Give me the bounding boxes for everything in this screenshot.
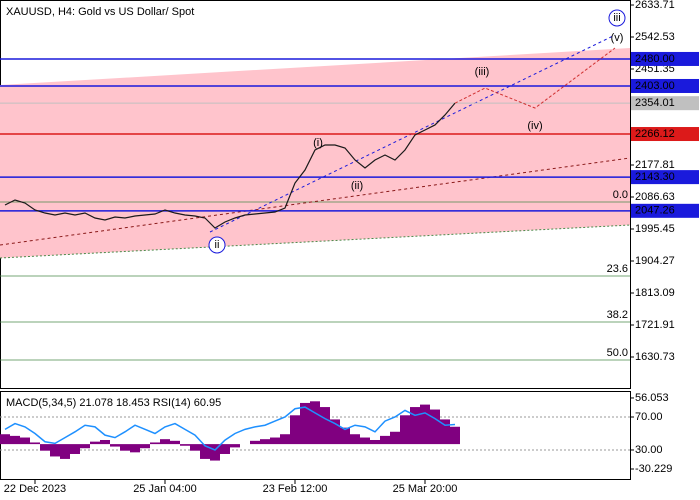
macd-bar xyxy=(410,407,420,445)
macd-bar xyxy=(280,434,290,445)
x-tick-label: 25 Mar 20:00 xyxy=(393,483,458,495)
macd-bar xyxy=(380,435,390,445)
level-label: 2403.00 xyxy=(635,80,675,92)
y-tick-label: 1995.45 xyxy=(635,223,675,235)
macd-bar xyxy=(160,439,170,445)
x-tick-label: 22 Dec 2023 xyxy=(4,483,66,495)
wave-circle xyxy=(208,236,226,254)
level-box xyxy=(631,127,699,142)
macd-bar xyxy=(40,444,50,451)
macd-bar xyxy=(220,444,230,454)
macd-bar xyxy=(360,437,370,445)
y-tick-label: 2086.63 xyxy=(635,191,675,203)
level-label: 2266.12 xyxy=(635,128,675,140)
macd-bar xyxy=(250,440,260,445)
y-tick-label: 1721.91 xyxy=(635,319,675,331)
macd-bar xyxy=(120,444,130,451)
level-label: 2480.00 xyxy=(635,53,675,65)
macd-bar xyxy=(310,401,320,445)
y-tick-label: 2633.71 xyxy=(635,0,675,11)
macd-bar xyxy=(90,441,100,445)
wave-circle xyxy=(608,9,626,27)
macd-bar xyxy=(20,437,30,445)
y-tick-label: -30.229 xyxy=(635,463,672,475)
forecast-line xyxy=(454,47,616,109)
macd-bar xyxy=(210,444,220,461)
x-tick-label: 23 Feb 12:00 xyxy=(263,483,328,495)
macd-bar xyxy=(330,419,340,445)
macd-bar xyxy=(370,439,380,445)
macd-bar xyxy=(350,434,360,445)
macd-bar xyxy=(440,419,450,445)
macd-bar xyxy=(150,442,160,445)
y2-tick-label: 70.00 xyxy=(635,411,663,423)
fib-label: 23.6 xyxy=(607,263,628,275)
macd-bar xyxy=(110,444,120,447)
macd-bar xyxy=(170,440,180,445)
macd-bar xyxy=(50,444,60,457)
fib-label: 38.2 xyxy=(607,309,628,321)
macd-bar xyxy=(140,444,150,449)
macd-bar xyxy=(180,444,190,446)
y-tick-label: 1904.27 xyxy=(635,255,675,267)
y-tick-label: 56.053 xyxy=(635,392,669,404)
fib-label: 50.0 xyxy=(607,347,628,359)
macd-bar xyxy=(30,442,40,445)
macd-bar xyxy=(200,444,210,459)
level-box xyxy=(631,203,699,218)
wave-label: iii xyxy=(613,12,620,24)
macd-bar xyxy=(320,407,330,445)
level-box xyxy=(631,51,699,66)
macd-bar xyxy=(400,415,410,445)
price-line xyxy=(4,102,456,229)
wave-label: (v) xyxy=(611,32,624,44)
channel-edge xyxy=(0,224,631,259)
sub-title: MACD(5,34,5) 21.078 18.453 RSI(14) 60.95 xyxy=(6,397,221,409)
y-tick-label: 1630.73 xyxy=(635,351,675,363)
macd-bar xyxy=(390,431,400,445)
macd-bar xyxy=(80,444,90,449)
level-box xyxy=(631,96,699,111)
macd-bar xyxy=(130,444,140,453)
wave-label: (iii) xyxy=(475,66,490,78)
fib-label: 0.0 xyxy=(613,189,628,201)
y-tick-label: 1813.09 xyxy=(635,287,675,299)
macd-bar xyxy=(420,404,430,445)
macd-bar xyxy=(430,409,440,445)
macd-bar xyxy=(450,426,460,445)
chart-title: XAUUSD, H4: Gold vs US Dollar/ Spot xyxy=(6,6,194,18)
wave-label: (i) xyxy=(313,137,323,149)
macd-bar xyxy=(70,444,80,454)
wave-label: (ii) xyxy=(351,180,363,192)
level-label: 2354.01 xyxy=(635,97,675,109)
rsi-line xyxy=(4,406,456,451)
macd-bar xyxy=(60,444,70,459)
macd-bar xyxy=(300,402,310,445)
wave-label: (iv) xyxy=(527,120,542,132)
macd-bar xyxy=(260,439,270,445)
trendline xyxy=(0,157,631,246)
x-tick-label: 25 Jan 04:00 xyxy=(133,483,197,495)
y-tick-label: 2177.81 xyxy=(635,159,675,171)
level-box xyxy=(631,78,699,93)
channel xyxy=(0,48,630,259)
macd-bar xyxy=(10,435,20,445)
macd-bar xyxy=(100,439,110,445)
level-box xyxy=(631,170,699,185)
macd-bar xyxy=(290,415,300,445)
macd-bar xyxy=(230,444,240,448)
level-label: 2143.30 xyxy=(635,171,675,183)
macd-bar xyxy=(0,434,10,445)
y-tick-label: 2542.53 xyxy=(635,31,675,43)
macd-bar xyxy=(270,437,280,445)
wave-label: ii xyxy=(215,239,220,251)
macd-bar xyxy=(340,427,350,445)
macd-bar xyxy=(190,444,200,451)
y2-tick-label: 30.00 xyxy=(635,444,663,456)
level-label: 2047.26 xyxy=(635,205,675,217)
